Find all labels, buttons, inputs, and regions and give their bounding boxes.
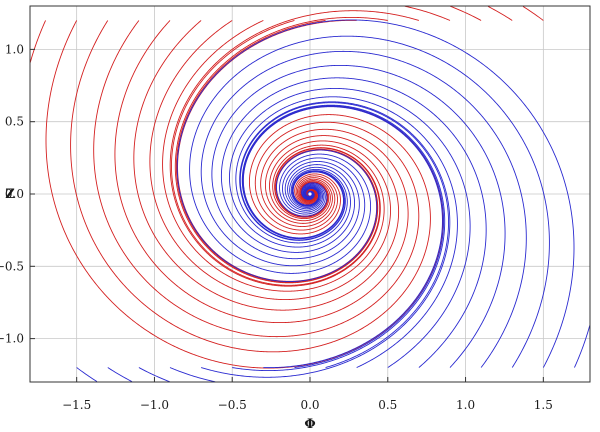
trajectory-line-series-1 [29,20,46,63]
trajectory-line-series-1 [522,6,544,21]
trajectory-line-series-1 [404,5,451,21]
x-tick-label: −1.0 [140,398,169,412]
trajectory-line-series-2 [574,325,591,368]
trajectory-line-series-1 [487,6,513,21]
x-tick-label: 1.5 [534,398,553,412]
equilibrium-point [308,192,312,196]
trajectories [29,5,591,383]
tick-marks [30,48,544,382]
x-tick-label: 0.0 [300,398,319,412]
y-tick-label: 0.5 [5,115,24,129]
trajectory-line-series-2 [138,367,170,383]
y-tick-label: 1.0 [5,42,24,56]
x-tick-label: 1.0 [456,398,475,412]
trajectory-line-series-1 [450,5,482,21]
tick-labels: −1.5 −1.0 −0.5 0.0 0.5 1.0 1.5 −1.0 −0.5 0.0 0.5 1.… [0,42,553,412]
trajectory-line-series-2 [169,367,216,383]
y-axis-label: Z [5,187,15,202]
trajectory-line-series-2 [76,367,98,382]
y-tick-label: −0.5 [0,259,24,273]
y-tick-label: 0.0 [5,187,24,201]
y-tick-label: −1.0 [0,332,24,346]
x-axis-label: Φ [304,417,315,432]
trajectory-line-series-2 [176,19,575,368]
trajectory-line-series-2 [107,367,133,382]
x-tick-label: 0.5 [378,398,397,412]
x-tick-label: −0.5 [218,398,247,412]
x-tick-label: −1.5 [62,398,91,412]
